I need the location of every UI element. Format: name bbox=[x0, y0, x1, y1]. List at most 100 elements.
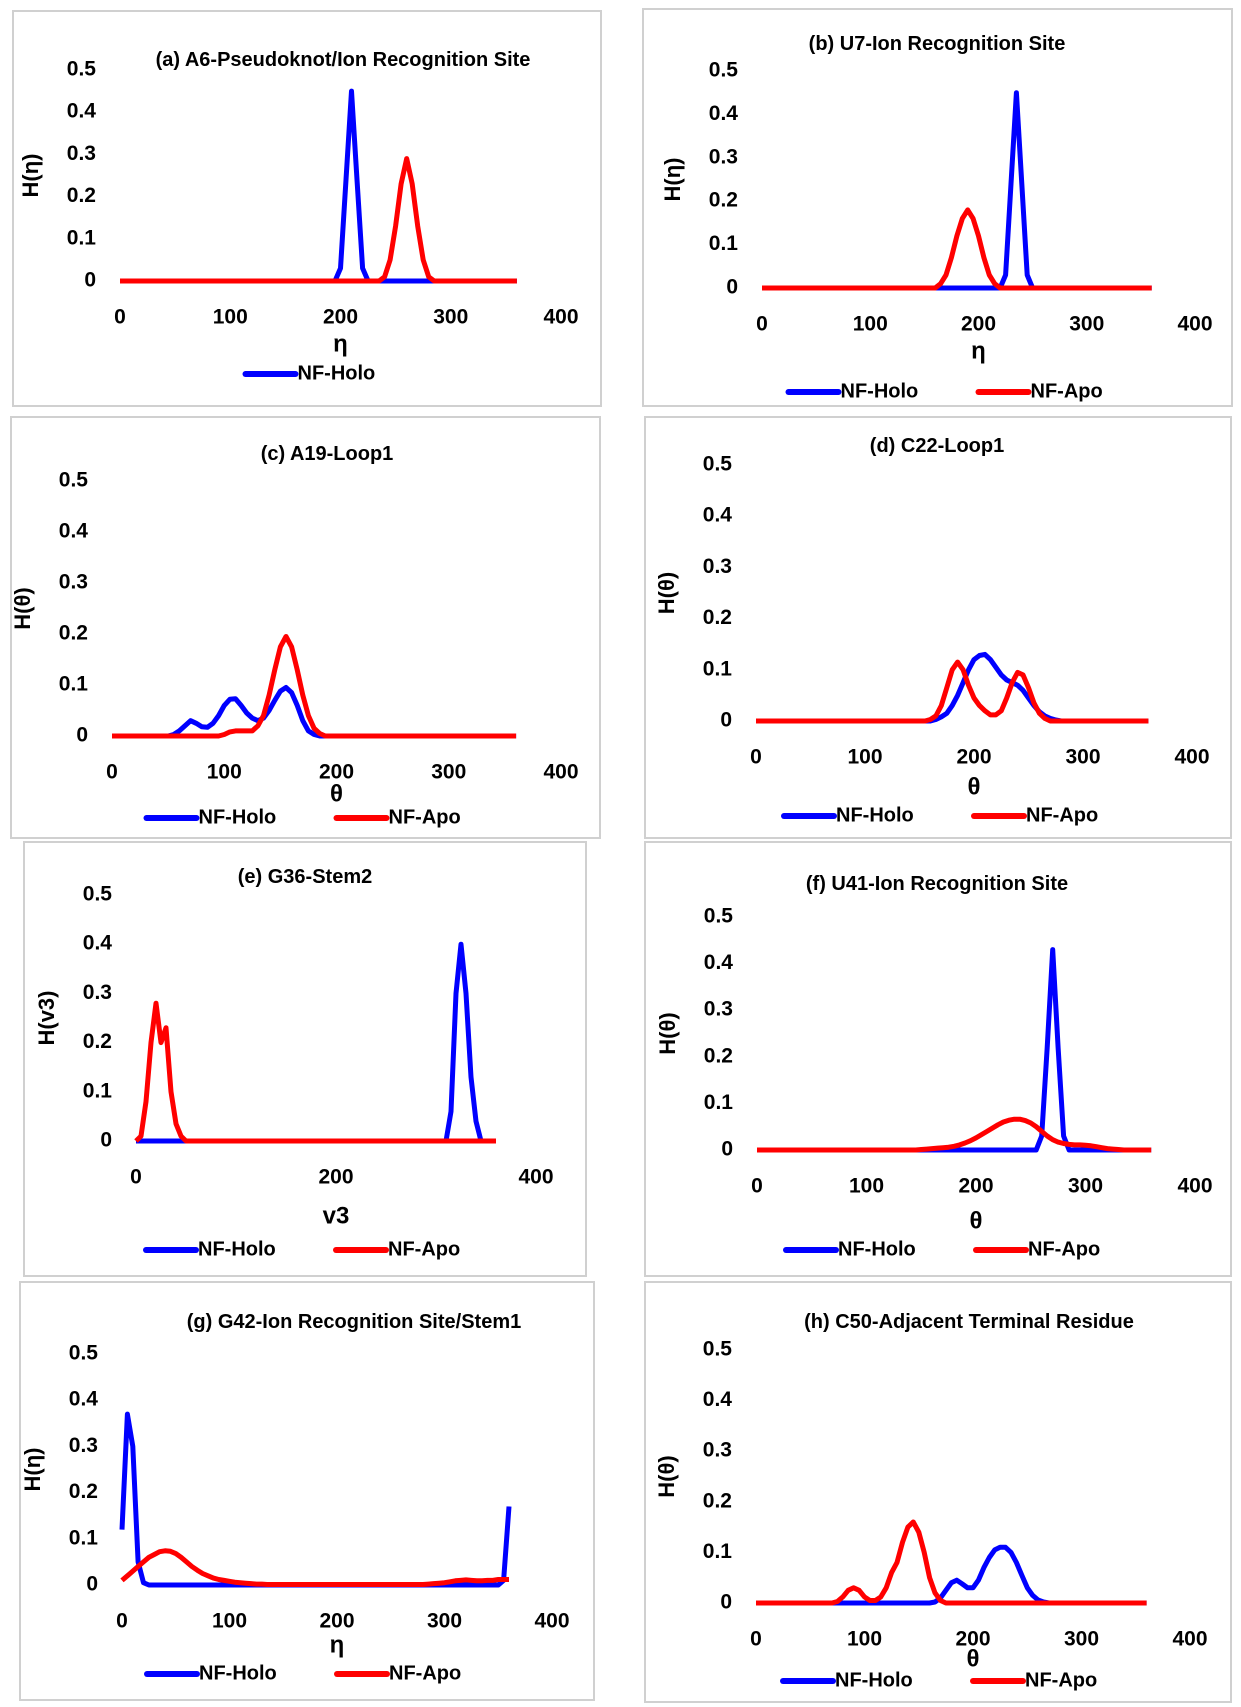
x-tick-label: 300 bbox=[1069, 313, 1104, 336]
x-tick-label: 100 bbox=[212, 1610, 247, 1633]
legend-label: NF-Apo bbox=[1028, 1238, 1100, 1260]
y-tick-label: 0.3 bbox=[67, 142, 96, 165]
x-tick-label: 300 bbox=[1064, 1628, 1099, 1651]
y-tick-label: 0.4 bbox=[709, 102, 739, 125]
data-line bbox=[757, 1116, 1152, 1153]
x-tick-label: 0 bbox=[106, 761, 118, 784]
y-axis-label: H(θ) bbox=[10, 587, 35, 629]
x-tick-label: 0 bbox=[756, 313, 768, 336]
chart-panel: (a) A6-Pseudoknot/Ion Recognition Site00… bbox=[12, 10, 602, 407]
legend-label: NF-Holo bbox=[199, 806, 277, 828]
y-tick-label: 0.4 bbox=[83, 932, 113, 955]
y-tick-label: 0.2 bbox=[69, 1480, 98, 1503]
chart-panel: (e) G36-Stem2 0 0.1 0.2 0.3 0.4 0.5 0 200 400 v3 H(… bbox=[23, 841, 587, 1277]
legend-label: NF-Apo bbox=[1031, 380, 1103, 402]
y-tick-label: 0 bbox=[726, 276, 738, 299]
y-tick-label: 0.1 bbox=[709, 232, 739, 255]
x-tick-label: 0 bbox=[130, 1166, 142, 1189]
data-line bbox=[762, 207, 1152, 291]
y-axis-label: H(η) bbox=[18, 154, 43, 198]
x-tick-label: 0 bbox=[750, 1628, 762, 1651]
x-tick-label: 400 bbox=[543, 761, 578, 784]
chart-title: (f) U41-Ion Recognition Site bbox=[805, 873, 1069, 895]
title-box: (f) U41-Ion Recognition Site bbox=[805, 873, 1069, 895]
y-tick-label: 0.1 bbox=[704, 1091, 734, 1114]
data-line bbox=[120, 156, 517, 284]
x-tick-label: 300 bbox=[427, 1610, 462, 1633]
y-tick-label: 0.5 bbox=[703, 453, 733, 476]
y-tick-label: 0.2 bbox=[703, 606, 732, 629]
y-tick-label: 0.3 bbox=[83, 981, 112, 1004]
y-tick-label: 0.4 bbox=[703, 1388, 733, 1411]
x-axis-label: θ bbox=[967, 1645, 980, 1672]
chart-panel: (c) A19-Loop1 0 0.1 0.2 0.3 0.4 0.5 0 100 200 300 4… bbox=[10, 416, 601, 839]
y-tick-label: 0.3 bbox=[703, 1439, 732, 1462]
chart-title: (d) C22-Loop1 bbox=[869, 435, 1005, 457]
y-tick-label: 0.4 bbox=[67, 100, 97, 123]
y-tick-label: 0 bbox=[721, 1138, 733, 1161]
x-tick-label: 100 bbox=[853, 313, 888, 336]
chart-panel: (f) U41-Ion Recognition Site 0 0.1 0.2 0.3 0.… bbox=[644, 841, 1232, 1277]
y-tick-label: 0.4 bbox=[59, 520, 89, 543]
x-tick-label: 200 bbox=[956, 746, 991, 769]
y-tick-label: 0.5 bbox=[709, 59, 739, 82]
legend-label: NF-Holo bbox=[836, 804, 914, 826]
title-box: (c) A19-Loop1 bbox=[261, 443, 394, 465]
y-tick-label: 0 bbox=[720, 709, 732, 732]
legend-label: NF-Apo bbox=[1025, 1669, 1097, 1691]
x-axis-label: η bbox=[971, 337, 986, 364]
chart-title: (h) C50-Adjacent Terminal Residue bbox=[804, 1311, 1134, 1333]
chart-panel: (b) U7-Ion Recognition Site 0 0.1 0.2 0.3 0.4… bbox=[642, 8, 1233, 407]
x-tick-label: 100 bbox=[213, 306, 248, 329]
x-axis-label: θ bbox=[968, 773, 981, 800]
legend-label: NF-Holo bbox=[835, 1669, 913, 1691]
data-line bbox=[112, 634, 517, 739]
y-tick-label: 0.5 bbox=[59, 469, 89, 492]
x-tick-label: 0 bbox=[750, 746, 762, 769]
legend-label: NF-Apo bbox=[388, 1238, 460, 1260]
y-tick-label: 0 bbox=[84, 269, 96, 292]
x-tick-label: 100 bbox=[847, 746, 882, 769]
x-tick-label: 100 bbox=[847, 1628, 882, 1651]
x-tick-label: 400 bbox=[534, 1610, 569, 1633]
legend-label: NF-Holo bbox=[841, 380, 919, 402]
x-tick-label: 200 bbox=[955, 1628, 990, 1651]
title-box: (h) C50-Adjacent Terminal Residue bbox=[804, 1311, 1134, 1333]
panel-border bbox=[12, 10, 602, 407]
y-tick-label: 0.3 bbox=[703, 555, 732, 578]
legend-label: NF-Holo bbox=[298, 362, 376, 384]
y-tick-label: 0.3 bbox=[709, 145, 738, 168]
x-tick-label: 400 bbox=[1172, 1628, 1207, 1651]
y-tick-label: 0.2 bbox=[703, 1489, 732, 1512]
x-tick-label: 300 bbox=[433, 306, 468, 329]
y-tick-label: 0.3 bbox=[59, 571, 88, 594]
y-tick-label: 0.1 bbox=[83, 1079, 113, 1102]
legend-label: NF-Holo bbox=[838, 1238, 916, 1260]
x-tick-label: 0 bbox=[116, 1610, 128, 1633]
title-box: (d) C22-Loop1 bbox=[869, 435, 1005, 457]
legend-label: NF-Apo bbox=[389, 1662, 461, 1684]
y-tick-label: 0.1 bbox=[69, 1526, 99, 1549]
y-tick-label: 0.5 bbox=[83, 883, 113, 906]
x-tick-label: 400 bbox=[1174, 746, 1209, 769]
panel-border bbox=[19, 1281, 595, 1701]
y-tick-label: 0.1 bbox=[703, 657, 733, 680]
y-tick-label: 0.2 bbox=[83, 1030, 112, 1053]
x-tick-label: 100 bbox=[849, 1175, 884, 1198]
panel-border bbox=[10, 416, 601, 839]
x-axis-label: v3 bbox=[323, 1202, 350, 1229]
x-axis-label: θ bbox=[330, 780, 343, 807]
y-tick-label: 0 bbox=[86, 1573, 98, 1596]
x-tick-label: 200 bbox=[319, 1610, 354, 1633]
panel-border bbox=[644, 841, 1232, 1277]
x-tick-label: 300 bbox=[1065, 746, 1100, 769]
x-tick-label: 400 bbox=[1177, 313, 1212, 336]
y-tick-label: 0.2 bbox=[704, 1044, 733, 1067]
x-axis-label: θ bbox=[970, 1207, 983, 1234]
y-axis-label: H(θ) bbox=[654, 572, 679, 614]
panel-border bbox=[23, 841, 587, 1277]
y-axis-label: H(θ) bbox=[655, 1012, 680, 1054]
chart-title: (e) G36-Stem2 bbox=[237, 866, 373, 888]
x-tick-label: 400 bbox=[1177, 1175, 1212, 1198]
